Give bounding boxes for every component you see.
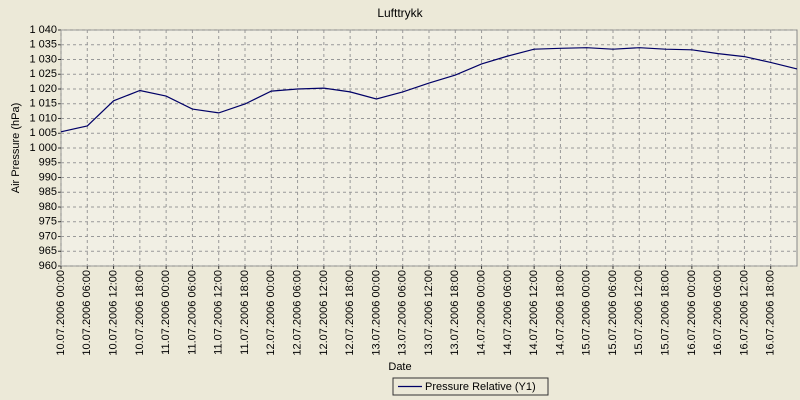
y-tick-label: 995 xyxy=(39,157,57,169)
y-tick-label: 970 xyxy=(39,230,57,242)
x-tick-label: 15.07.2006 12:00 xyxy=(633,270,645,356)
x-tick-label: 10.07.2006 00:00 xyxy=(55,270,67,356)
y-tick-label: 975 xyxy=(39,216,57,228)
y-tick-label: 1 030 xyxy=(29,53,57,65)
x-tick-label: 16.07.2006 18:00 xyxy=(765,270,777,356)
x-axis-label: Date xyxy=(388,361,411,373)
y-tick-label: 1 005 xyxy=(29,127,57,139)
x-tick-label: 11.07.2006 00:00 xyxy=(160,270,172,355)
x-tick-label: 16.07.2006 00:00 xyxy=(686,270,698,356)
x-tick-label: 11.07.2006 12:00 xyxy=(213,270,225,355)
y-tick-label: 1 000 xyxy=(29,142,57,154)
x-tick-label: 13.07.2006 18:00 xyxy=(449,270,461,356)
x-tick-label: 11.07.2006 06:00 xyxy=(186,270,198,355)
y-tick-label: 1 040 xyxy=(29,24,57,36)
y-tick-label: 985 xyxy=(39,186,57,198)
x-tick-label: 10.07.2006 06:00 xyxy=(81,270,93,356)
x-tick-label: 15.07.2006 18:00 xyxy=(659,270,671,356)
x-tick-label: 16.07.2006 12:00 xyxy=(738,270,750,356)
x-tick-label: 14.07.2006 18:00 xyxy=(554,270,566,356)
y-tick-label: 980 xyxy=(39,201,57,213)
x-tick-label: 14.07.2006 12:00 xyxy=(528,270,540,356)
y-tick-label: 1 010 xyxy=(29,112,57,124)
x-tick-label: 13.07.2006 00:00 xyxy=(370,270,382,356)
x-tick-label: 11.07.2006 18:00 xyxy=(239,270,251,355)
x-tick-label: 15.07.2006 00:00 xyxy=(581,270,593,356)
series-line xyxy=(60,47,798,133)
x-tick-label: 13.07.2006 12:00 xyxy=(423,270,435,356)
x-tick-label: 12.07.2006 06:00 xyxy=(291,270,303,356)
x-tick-label: 10.07.2006 18:00 xyxy=(134,270,146,356)
y-tick-label: 1 020 xyxy=(29,83,57,95)
y-tick-label: 1 035 xyxy=(29,39,57,51)
y-axis-label: Air Pressure (hPa) xyxy=(10,103,22,193)
x-tick-label: 12.07.2006 00:00 xyxy=(265,270,277,356)
x-tick-label: 10.07.2006 12:00 xyxy=(107,270,119,356)
x-tick-label: 13.07.2006 06:00 xyxy=(397,270,409,356)
chart-title: Lufttrykk xyxy=(377,6,423,20)
y-tick-label: 1 015 xyxy=(29,98,57,110)
y-tick-label: 990 xyxy=(39,171,57,183)
legend xyxy=(392,377,549,396)
x-tick-label: 12.07.2006 12:00 xyxy=(318,270,330,356)
x-tick-label: 12.07.2006 18:00 xyxy=(344,270,356,356)
x-tick-label: 14.07.2006 06:00 xyxy=(502,270,514,356)
x-tick-label: 16.07.2006 06:00 xyxy=(712,270,724,356)
x-tick-label: 14.07.2006 00:00 xyxy=(475,270,487,356)
y-tick-label: 965 xyxy=(39,245,57,257)
x-tick-label: 15.07.2006 06:00 xyxy=(607,270,619,356)
y-tick-label: 960 xyxy=(39,260,57,272)
legend-label: Pressure Relative (Y1) xyxy=(425,381,536,393)
y-tick-label: 1 025 xyxy=(29,68,57,80)
